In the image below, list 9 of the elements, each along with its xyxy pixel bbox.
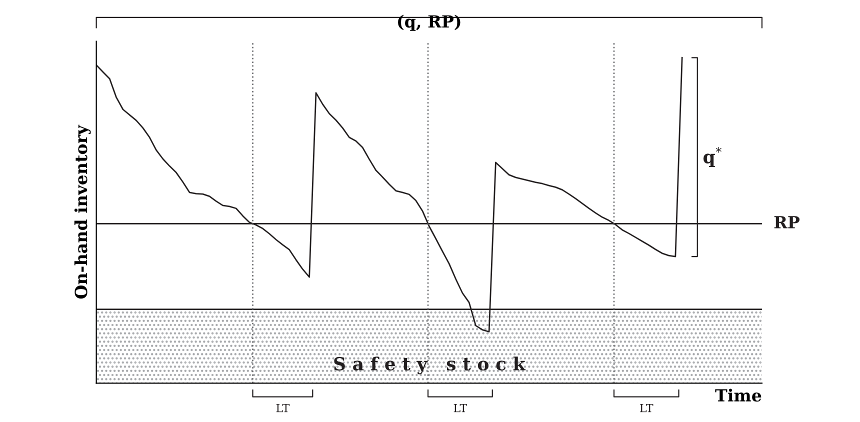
x-axis-title: Time <box>715 388 762 402</box>
text: LT <box>640 404 654 412</box>
text: LT <box>276 404 290 412</box>
y-axis-title: On-hand inventory <box>74 124 91 299</box>
band-label: S a f e t y s t o c k <box>334 356 526 374</box>
text: LT <box>454 404 468 412</box>
ref-line-label: RP <box>774 216 800 228</box>
annotation: q$^{*}$ <box>703 146 722 168</box>
chart-title: (q, RP) <box>398 14 460 31</box>
